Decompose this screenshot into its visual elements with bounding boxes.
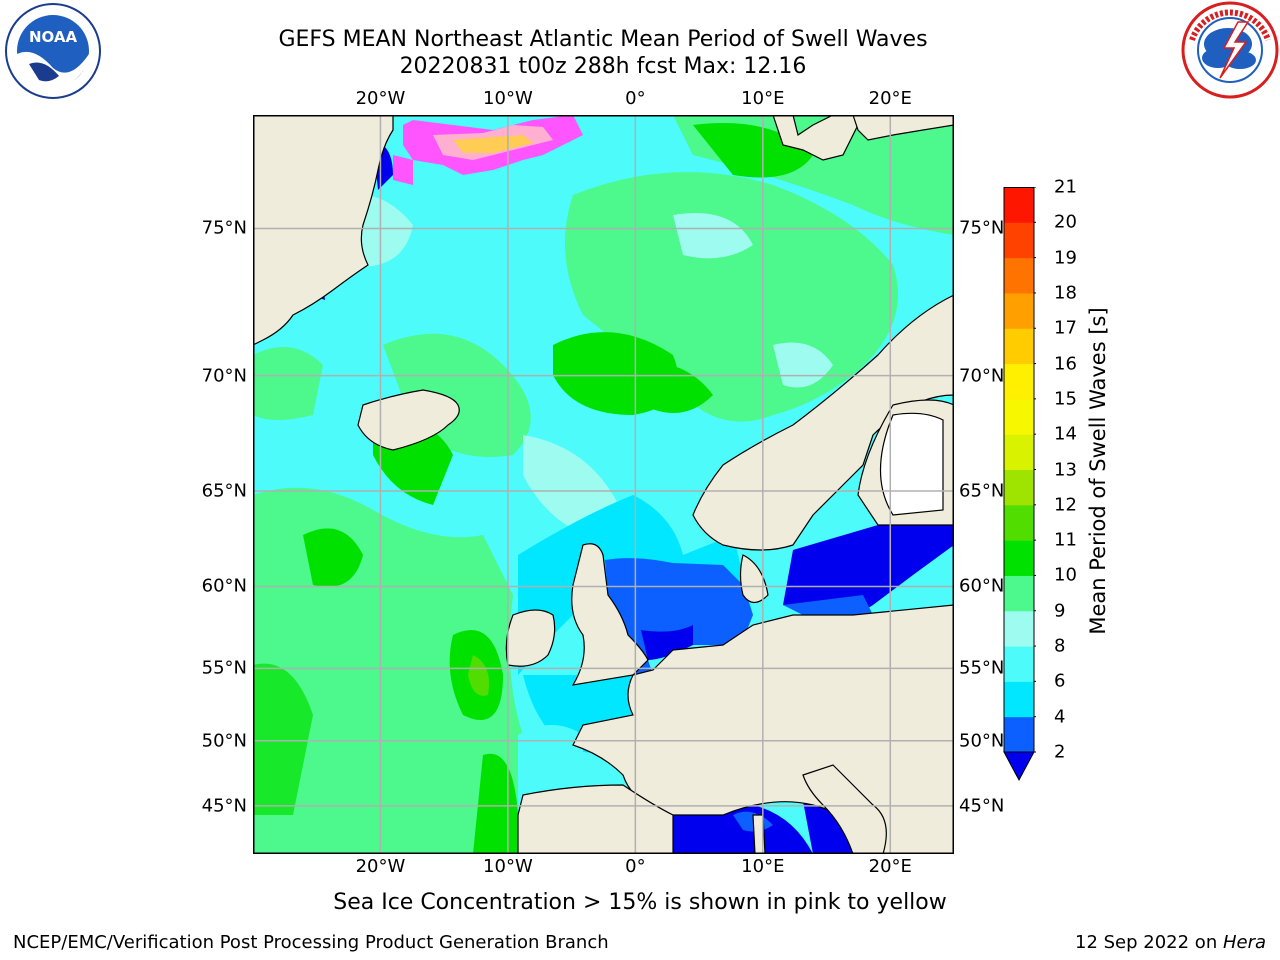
- swell-period-map: [253, 115, 954, 858]
- colorbar-bin: [1004, 504, 1034, 541]
- colorbar-bin: [1004, 187, 1034, 223]
- latitude-label: 75°N: [959, 217, 1005, 239]
- colorbar-bin: [1004, 575, 1034, 612]
- colorbar-tick-label: 16: [1054, 353, 1077, 375]
- colorbar-tick-label: 18: [1054, 282, 1077, 304]
- colorbar-under-arrow: [1003, 751, 1035, 782]
- latitude-label: 70°N: [959, 365, 1005, 387]
- latitude-label: 55°N: [959, 657, 1005, 679]
- colorbar-bin: [1004, 610, 1034, 647]
- colorbar-tick-label: 12: [1054, 494, 1077, 516]
- colorbar-bin: [1004, 398, 1034, 435]
- colorbar-bin: [1004, 257, 1034, 294]
- colorbar-label: Mean Period of Swell Waves [s]: [1086, 307, 1110, 635]
- latitude-label: 50°N: [959, 730, 1005, 752]
- noaa-logo: NOAA: [4, 2, 102, 104]
- land-sardinia: [752, 814, 766, 854]
- land-scandinavia: [692, 294, 954, 551]
- longitude-label: 20°E: [868, 856, 912, 877]
- latitude-label: 65°N: [201, 480, 247, 502]
- colorbar-tick-label: 10: [1054, 564, 1077, 586]
- colorbar-tick-label: 4: [1054, 706, 1066, 728]
- land-denmark: [739, 554, 769, 604]
- land-svalbard-east: [852, 115, 954, 141]
- latitude-label: 50°N: [201, 730, 247, 752]
- colorbar-tick-label: 15: [1054, 388, 1077, 410]
- colorbar-tick-label: 11: [1054, 529, 1077, 551]
- colorbar-tick-label: 21: [1054, 176, 1077, 198]
- chart-subtitle: 20220831 t00z 288h fcst Max: 12.16: [399, 54, 807, 79]
- longitude-label: 10°W: [483, 88, 533, 109]
- land-great-britain: [571, 543, 649, 686]
- land-svalbard-west: [772, 115, 864, 161]
- colorbar-bin: [1004, 716, 1034, 753]
- colorbar-bin: [1004, 646, 1034, 682]
- map-canvas: [253, 115, 954, 854]
- graticule: [253, 115, 954, 854]
- land-iberia: [517, 784, 674, 854]
- colorbar-bin: [1004, 222, 1034, 259]
- longitude-label: 0°: [625, 856, 646, 877]
- longitude-label: 20°W: [355, 856, 406, 877]
- longitude-label: 10°E: [741, 856, 785, 877]
- longitude-label: 20°W: [355, 88, 406, 109]
- longitude-label: 20°E: [868, 88, 912, 109]
- colorbar-bin: [1004, 469, 1034, 506]
- footer-host: Hera: [1222, 932, 1266, 953]
- colorbar-bin: [1004, 363, 1034, 400]
- latitude-label: 65°N: [959, 480, 1005, 502]
- colorbar-tick-label: 8: [1054, 635, 1066, 657]
- latitude-label: 60°N: [959, 575, 1005, 597]
- latitude-label: 75°N: [201, 217, 247, 239]
- land-italy: [802, 764, 887, 854]
- land-greenland: [253, 115, 394, 346]
- longitude-label: 10°E: [741, 88, 785, 109]
- colorbar-bin: [1004, 540, 1034, 576]
- colorbar-tick-label: 6: [1054, 670, 1066, 692]
- colorbar-tick-label: 9: [1054, 600, 1066, 622]
- latitude-label: 70°N: [201, 365, 247, 387]
- colorbar-bin: [1004, 434, 1034, 470]
- footer-date-text: 12 Sep 2022 on: [1075, 932, 1223, 953]
- map-border: [253, 115, 954, 854]
- colorbar-bin: [1004, 292, 1034, 329]
- colorbar-tick-label: 2: [1054, 741, 1066, 763]
- latitude-label: 45°N: [201, 795, 247, 817]
- colorbar-bin: [1004, 681, 1034, 718]
- latitude-label: 60°N: [201, 575, 247, 597]
- land-ireland: [505, 609, 556, 667]
- colorbar-tick-label: 14: [1054, 423, 1077, 445]
- colorbar: [1002, 186, 1040, 787]
- longitude-label: 10°W: [483, 856, 533, 877]
- noaa-logo-text: NOAA: [29, 28, 78, 46]
- national-weather-service-logo: [1180, 0, 1280, 104]
- latitude-label: 45°N: [959, 795, 1005, 817]
- footer-date: 12 Sep 2022 on Hera: [1075, 932, 1266, 953]
- colorbar-tick-label: 19: [1054, 247, 1077, 269]
- colorbar-tick-label: 13: [1054, 459, 1077, 480]
- colorbar-bin: [1004, 328, 1034, 365]
- footer-credit: NCEP/EMC/Verification Post Processing Pr…: [13, 932, 609, 953]
- longitude-label: 0°: [625, 88, 646, 109]
- chart-title: GEFS MEAN Northeast Atlantic Mean Period…: [278, 27, 928, 52]
- colorbar-tick-label: 20: [1054, 211, 1077, 233]
- land-iceland: [357, 389, 460, 451]
- colorbar-tick-label: 17: [1054, 317, 1077, 339]
- latitude-label: 55°N: [201, 657, 247, 679]
- sea-ice-note: Sea Ice Concentration > 15% is shown in …: [333, 890, 947, 915]
